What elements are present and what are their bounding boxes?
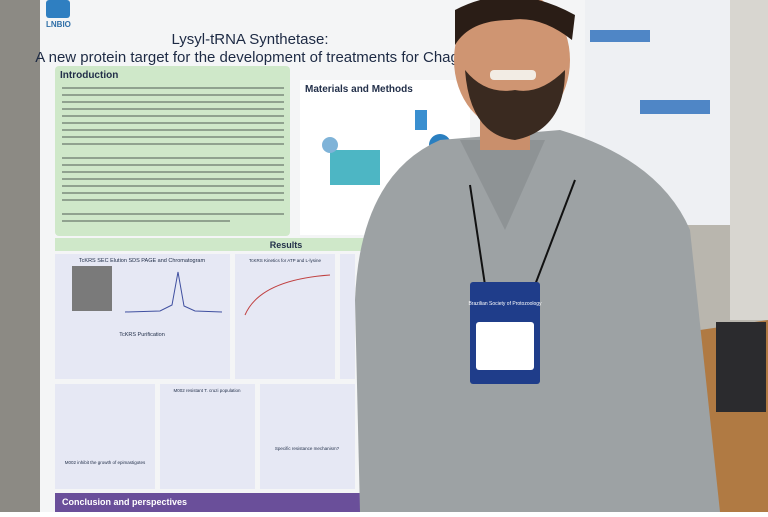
person-legs (716, 322, 766, 412)
lanyard (534, 179, 576, 286)
section-heading: Conclusion and perspectives (62, 497, 187, 507)
diagram-icon (322, 137, 338, 153)
smile (490, 70, 536, 80)
collar (460, 140, 545, 230)
diagram-icon (415, 110, 427, 130)
beard (465, 70, 565, 140)
result-panel (160, 384, 255, 489)
panel-title: M002 resistant T. cruzi population (174, 388, 241, 393)
badge-org: Brazilian Society of Protozoology (468, 301, 542, 307)
result-panel (55, 384, 155, 489)
intro-box (55, 66, 290, 236)
section-heading: Results (270, 240, 303, 250)
poster-header (590, 30, 650, 42)
panel-title: TcKRS Purification (119, 332, 165, 338)
panel-title: TcKRS Kinetics for ATP and L-lysine (249, 258, 322, 263)
stand-frame (0, 0, 40, 512)
result-panel (260, 384, 355, 489)
logo-mark (46, 0, 70, 18)
kinetics-curve (244, 274, 331, 316)
result-panel (235, 254, 335, 379)
badge-card (476, 322, 534, 370)
poster-title: A new protein target for the development… (35, 49, 474, 66)
right-wall (730, 0, 768, 320)
body-text (62, 87, 284, 222)
chromatogram (124, 271, 223, 313)
panel-title: TcKRS SEC Elution SDS PAGE and Chromatog… (79, 258, 206, 264)
gel-image (72, 266, 112, 311)
section-heading: Materials and Methods (305, 84, 413, 95)
poster-header (640, 100, 710, 114)
poster-title: Lysyl-tRNA Synthetase: (171, 31, 328, 48)
diagram-icon (330, 150, 380, 185)
result-panel (340, 254, 355, 379)
section-heading: Introduction (60, 70, 118, 81)
logo: LNBIO (46, 20, 71, 29)
panel-title: Specific resistance mechanism? (275, 446, 340, 451)
hair (455, 0, 575, 45)
panel-title: M002 inhibit the growth of epimastigotes (65, 460, 146, 465)
conclusion-bar (55, 493, 360, 512)
lanyard (469, 184, 486, 286)
